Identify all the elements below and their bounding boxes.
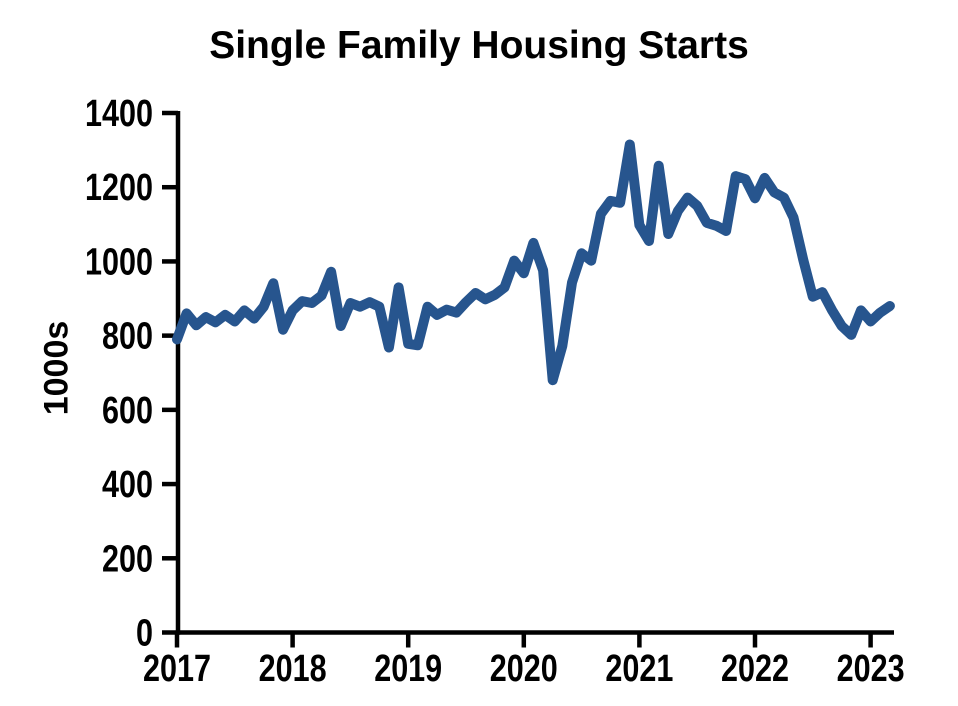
x-tick-label: 2022: [721, 648, 789, 690]
y-tick-label: 600: [102, 390, 153, 432]
x-tick-label: 2017: [143, 648, 211, 690]
x-tick-label: 2018: [259, 648, 327, 690]
y-tick-label: 1200: [85, 167, 153, 209]
x-tick-label: 2019: [374, 648, 442, 690]
chart-title: Single Family Housing Starts: [209, 24, 749, 67]
y-tick-label: 1400: [85, 93, 153, 135]
x-tick-label: 2021: [605, 648, 673, 690]
y-tick-label: 400: [102, 464, 153, 506]
y-tick-label: 200: [102, 538, 153, 580]
y-tick-label: 1000: [85, 241, 153, 283]
y-tick-label: 800: [102, 316, 153, 358]
x-tick-label: 2023: [837, 648, 905, 690]
y-tick-label: 0: [136, 613, 153, 655]
series-line: [172, 139, 895, 386]
x-tick-label: 2020: [490, 648, 558, 690]
